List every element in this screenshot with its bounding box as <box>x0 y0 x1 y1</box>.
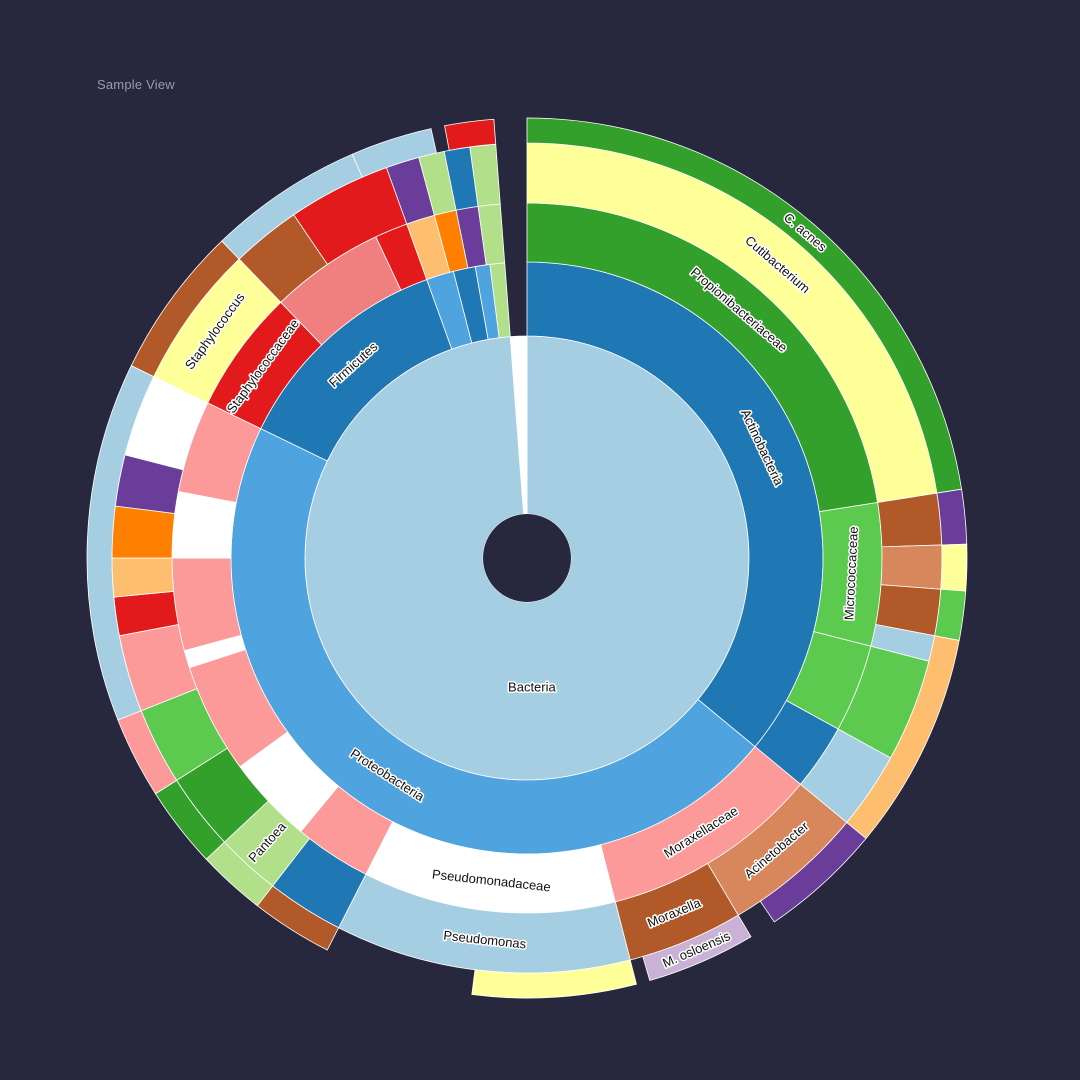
segment-level4-57[interactable] <box>936 488 968 546</box>
sunburst-segments <box>86 117 968 999</box>
segment-level2-19[interactable] <box>171 557 242 652</box>
label-micrococcaceae: Micrococcaceae <box>841 526 860 621</box>
segment-level4-61[interactable] <box>759 821 867 923</box>
segment-level3-46[interactable] <box>111 505 176 559</box>
segment-level3-30[interactable] <box>877 492 943 548</box>
segment-level3-45[interactable] <box>111 557 175 598</box>
segment-m-osloensis[interactable] <box>642 914 752 982</box>
view-title: Sample View <box>97 77 175 92</box>
center-hole <box>483 514 571 602</box>
segment-level4-72[interactable] <box>444 118 497 151</box>
segment-level4-63[interactable] <box>471 959 637 999</box>
segment-level4-58[interactable] <box>940 543 968 592</box>
segment-level3-31[interactable] <box>880 544 943 590</box>
label-bacteria: Bacteria <box>508 679 556 694</box>
segment-level2-20[interactable] <box>171 491 237 559</box>
segment-level4-71[interactable] <box>351 128 437 178</box>
